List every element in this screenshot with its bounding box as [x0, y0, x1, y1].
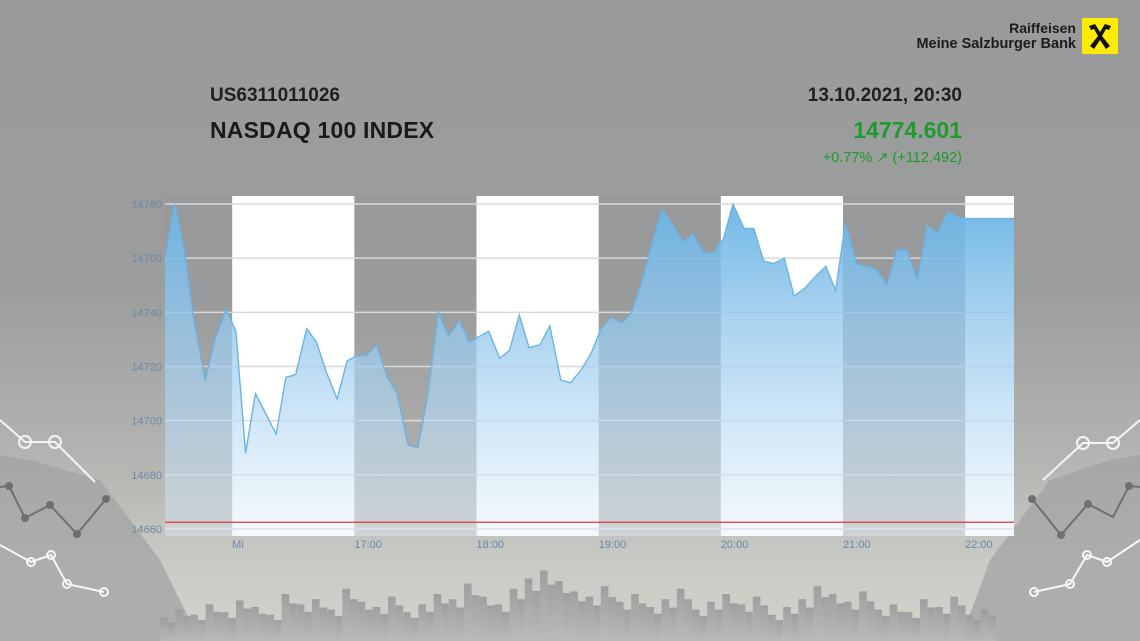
last-price: 14774.601	[853, 117, 962, 143]
right-decor-chart-icon	[960, 419, 1140, 641]
y-tick-label: 14680	[131, 470, 162, 482]
price-area	[165, 204, 1014, 536]
left-decor-chart-icon	[0, 419, 200, 641]
brand-line-1: Raiffeisen	[1009, 20, 1076, 36]
y-tick-label: 14720	[131, 362, 162, 374]
x-tick-label: 19:00	[599, 539, 627, 551]
isin-code: US6311011026	[210, 85, 340, 106]
y-tick-label: 14660	[131, 524, 162, 536]
x-tick-label: 21:00	[843, 539, 871, 551]
x-tick-label: Mi	[232, 539, 244, 551]
brand-logo: Raiffeisen Meine Salzburger Bank	[916, 18, 1118, 54]
brand-line-2: Meine Salzburger Bank	[916, 36, 1076, 52]
x-tick-label: 17:00	[354, 539, 382, 551]
quote-datetime: 13.10.2021, 20:30	[807, 85, 962, 106]
x-axis-labels: Mi 17:00 18:00 19:00 20:00 21:00 22:00	[232, 539, 992, 551]
y-tick-label: 14740	[131, 307, 162, 319]
x-tick-label: 20:00	[721, 539, 749, 551]
instrument-name: NASDAQ 100 INDEX	[210, 117, 435, 143]
y-tick-label: 14780	[131, 199, 162, 211]
price-line	[164, 201, 1014, 454]
price-change: +0.77% ↗ (+112.492)	[822, 150, 962, 166]
raiffeisen-gable-cross-icon	[1082, 18, 1118, 54]
brand-name: Raiffeisen Meine Salzburger Bank	[916, 20, 1076, 52]
y-tick-label: 14760	[131, 253, 162, 265]
y-axis-labels: 14660 14680 14700 14720 14740 14760 14780	[131, 199, 162, 536]
x-tick-label: 18:00	[477, 539, 505, 551]
y-tick-label: 14700	[131, 416, 162, 428]
x-tick-label: 22:00	[965, 539, 993, 551]
bottom-bar-decoration	[160, 570, 996, 641]
